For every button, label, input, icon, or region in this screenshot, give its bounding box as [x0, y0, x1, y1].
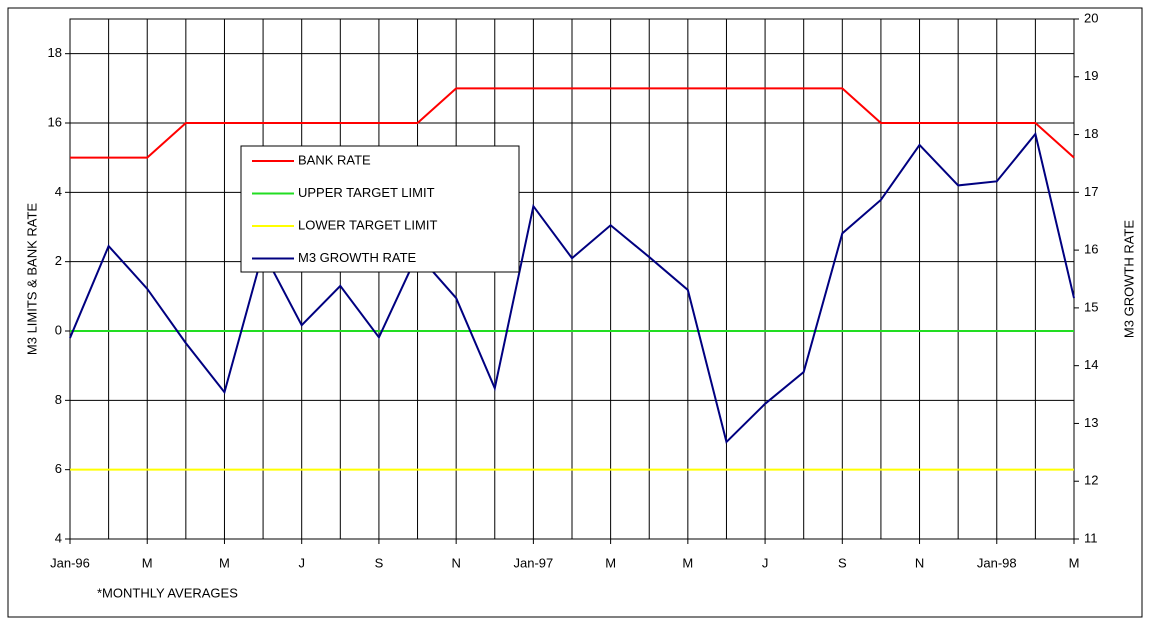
x-tick-label: Jan-97 — [514, 555, 554, 570]
legend-label: UPPER TARGET LIMIT — [298, 185, 435, 200]
y-tick-label: 8 — [55, 392, 62, 407]
legend-label: LOWER TARGET LIMIT — [298, 217, 437, 232]
series-line — [70, 87, 1075, 159]
footnote: *MONTHLY AVERAGES — [97, 585, 238, 600]
y2-axis-label: M3 GROWTH RATE — [1121, 220, 1136, 339]
legend-label: BANK RATE — [298, 152, 371, 167]
y-tick-label: 16 — [48, 114, 62, 129]
plot-area — [69, 18, 1075, 540]
x-tick-label: M — [682, 555, 693, 570]
y-tick-label: 4 — [55, 184, 62, 199]
y2-tick-label: 18 — [1084, 126, 1098, 141]
x-tick-label: Jan-96 — [50, 555, 90, 570]
y2-tick-label: 17 — [1084, 184, 1098, 199]
x-tick-label: S — [838, 555, 847, 570]
y2-tick-label: 19 — [1084, 68, 1098, 83]
x-tick-label: S — [375, 555, 384, 570]
y2-tick-label: 16 — [1084, 242, 1098, 257]
legend — [240, 145, 520, 273]
x-tick-label: Jan-98 — [977, 555, 1017, 570]
frame — [7, 7, 1143, 618]
y-axis-label: M3 LIMITS & BANK RATE — [24, 203, 39, 356]
x-tick-label: J — [298, 555, 305, 570]
x-tick-label: J — [762, 555, 769, 570]
y-tick-label: 4 — [55, 530, 62, 545]
x-tick-label: N — [451, 555, 460, 570]
series-line — [69, 131, 1075, 444]
y2-tick-label: 20 — [1084, 10, 1098, 25]
y-tick-label: 2 — [55, 253, 62, 268]
y2-tick-label: 11 — [1084, 530, 1098, 545]
y-tick-label: 6 — [55, 461, 62, 476]
y2-tick-label: 12 — [1084, 473, 1098, 488]
y2-tick-label: 15 — [1084, 299, 1098, 314]
x-tick-label: M — [142, 555, 153, 570]
y-tick-label: 0 — [55, 322, 62, 337]
x-tick-label: M — [219, 555, 230, 570]
x-tick-label: M — [1069, 555, 1080, 570]
y-tick-label: 18 — [48, 45, 62, 60]
y2-tick-label: 14 — [1084, 357, 1098, 372]
legend-label: M3 GROWTH RATE — [298, 250, 417, 265]
y2-tick-label: 13 — [1084, 415, 1098, 430]
x-tick-label: M — [605, 555, 616, 570]
x-tick-label: N — [915, 555, 924, 570]
